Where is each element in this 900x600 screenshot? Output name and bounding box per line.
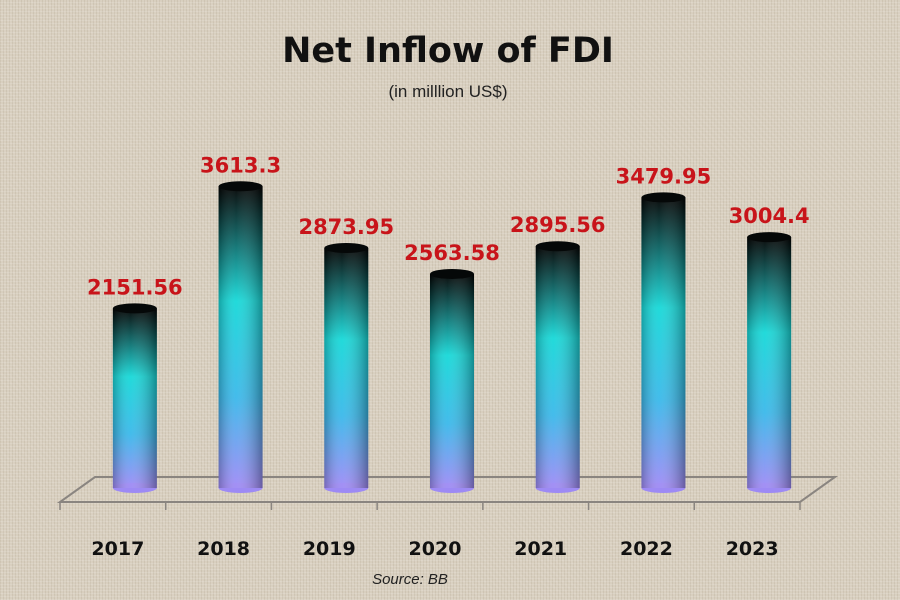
data-label: 2895.56: [510, 213, 606, 237]
data-label: 2151.56: [87, 275, 183, 299]
bar-2017: 2151.56 2017: [87, 275, 183, 560]
x-tick-label: 2020: [409, 538, 462, 560]
bar-2022: 3479.95 2022: [616, 164, 712, 560]
bar-2020: 2563.58 2020: [404, 241, 500, 560]
bar-shading: [112, 308, 157, 488]
bar-top: [218, 181, 263, 192]
bar-shading: [747, 237, 792, 488]
bar-shading: [535, 246, 580, 488]
chart-floor: [56, 476, 839, 503]
bar-shading: [324, 248, 369, 488]
x-tick-label: 2023: [726, 538, 779, 560]
data-label: 3479.95: [616, 164, 712, 188]
x-tick-label: 2019: [303, 538, 356, 560]
bar-2018: 3613.3 2018: [197, 153, 281, 560]
bar-2023: 3004.4 2023: [726, 204, 810, 560]
x-tick-label: 2017: [91, 538, 144, 560]
bar-top: [747, 232, 792, 243]
bar-2021: 2895.56 2021: [510, 213, 606, 560]
data-label: 2563.58: [404, 241, 500, 265]
chart-source: Source: BB: [372, 571, 448, 588]
x-tick-label: 2022: [620, 538, 673, 560]
chart-title: Net Inflow of FDI: [282, 31, 614, 71]
x-tick-label: 2021: [514, 538, 567, 560]
data-label: 2873.95: [298, 215, 394, 239]
bar-top: [324, 243, 369, 254]
bar-top: [112, 303, 157, 314]
bar-shading: [430, 273, 474, 488]
bar-shading: [641, 197, 686, 488]
x-tick-label: 2018: [197, 538, 250, 560]
bar-top: [430, 268, 474, 279]
chart-subtitle: (in milllion US$): [388, 82, 507, 101]
bar-top: [641, 192, 686, 203]
data-label: 3613.3: [200, 153, 281, 177]
bar-2019: 2873.95 2019: [298, 215, 394, 560]
data-label: 3004.4: [729, 204, 810, 228]
bar-top: [535, 241, 580, 252]
bar-shading: [218, 186, 263, 489]
